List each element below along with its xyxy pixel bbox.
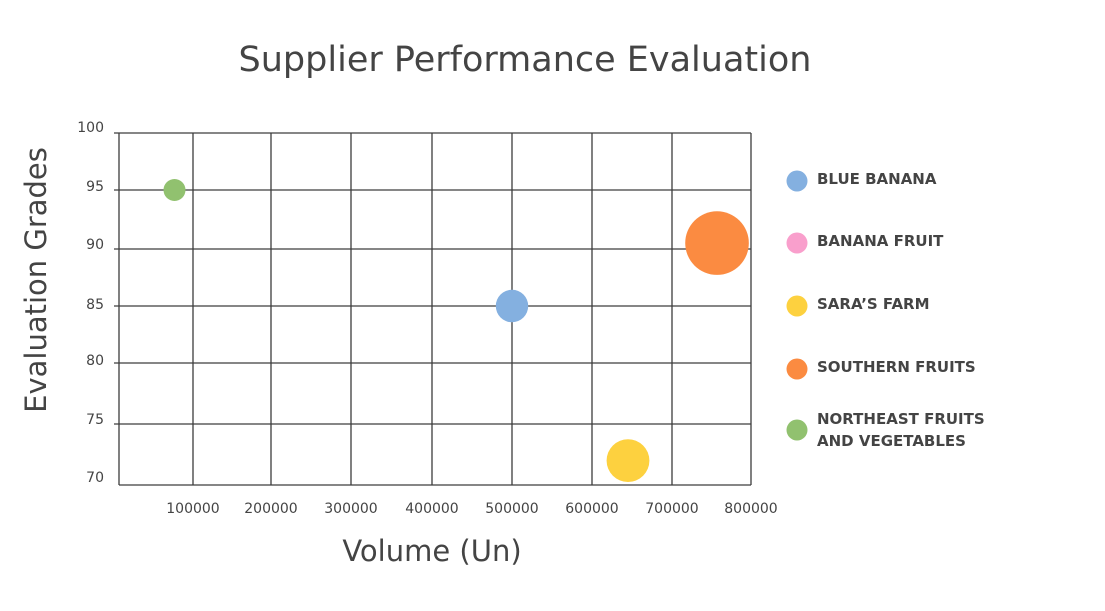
legend-label: BANANA FRUIT: [817, 232, 944, 250]
bubble: [163, 179, 186, 201]
legend-swatch: [786, 295, 808, 317]
legend-label: SOUTHERN FRUITS: [817, 358, 976, 376]
y-tick-label: 75: [86, 412, 104, 428]
x-tick-label: 200000: [244, 501, 297, 517]
bubbles: [163, 179, 749, 482]
x-axis-label: Volume (Un): [342, 534, 521, 568]
legend-swatch: [786, 358, 808, 380]
x-tick-label: 100000: [166, 501, 219, 517]
y-axis-ticks: 70 75 80 85 90 95 100: [77, 120, 104, 486]
y-axis-label: Evaluation Grades: [19, 147, 53, 413]
x-tick-label: 400000: [405, 501, 458, 517]
x-tick-label: 500000: [485, 501, 538, 517]
y-tick-label: 85: [86, 297, 104, 313]
x-tick-label: 800000: [724, 501, 777, 517]
x-tick-label: 600000: [565, 501, 618, 517]
bubble: [606, 439, 650, 482]
y-tick-label: 90: [86, 237, 104, 253]
chart-title: Supplier Performance Evaluation: [239, 40, 812, 80]
y-tick-label: 100: [77, 120, 104, 136]
y-tick-label: 70: [86, 470, 104, 486]
legend-swatch: [786, 232, 808, 254]
legend-label: NORTHEAST FRUITS AND VEGETABLES: [817, 410, 985, 450]
x-tick-label: 300000: [324, 501, 377, 517]
legend: BLUE BANANA BANANA FRUIT SARA’S FARM SOUTHE…: [786, 170, 985, 450]
legend-label: BLUE BANANA: [817, 170, 937, 188]
bubble: [685, 211, 749, 275]
legend-swatch: [786, 170, 808, 192]
y-tick-label: 80: [86, 353, 104, 369]
legend-swatch: [786, 419, 808, 441]
bubble: [495, 289, 529, 323]
legend-label: SARA’S FARM: [817, 295, 930, 313]
y-tick-label: 95: [86, 179, 104, 195]
x-tick-label: 700000: [645, 501, 698, 517]
plot-grid: [114, 132, 752, 486]
x-axis-ticks: 100000 200000 300000 400000 500000 600000 7000…: [166, 501, 777, 517]
